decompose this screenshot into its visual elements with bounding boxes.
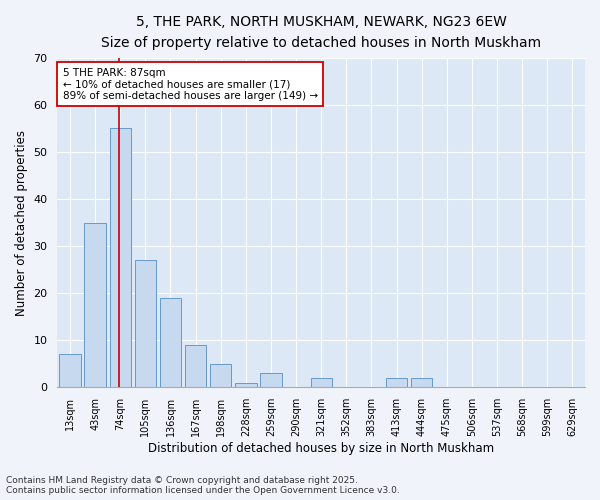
Bar (185, 345, 206, 388)
Bar (386, 378, 407, 388)
Title: 5, THE PARK, NORTH MUSKHAM, NEWARK, NG23 6EW
Size of property relative to detach: 5, THE PARK, NORTH MUSKHAM, NEWARK, NG23… (101, 15, 541, 50)
Bar (311, 378, 332, 388)
Bar (235, 382, 257, 388)
Bar (134, 260, 156, 388)
Text: 5 THE PARK: 87sqm
← 10% of detached houses are smaller (17)
89% of semi-detached: 5 THE PARK: 87sqm ← 10% of detached hous… (62, 68, 318, 101)
Y-axis label: Number of detached properties: Number of detached properties (15, 130, 28, 316)
Bar (59, 354, 80, 388)
Bar (411, 378, 433, 388)
Bar (260, 373, 281, 388)
Text: Contains HM Land Registry data © Crown copyright and database right 2025.
Contai: Contains HM Land Registry data © Crown c… (6, 476, 400, 495)
Bar (160, 298, 181, 388)
X-axis label: Distribution of detached houses by size in North Muskham: Distribution of detached houses by size … (148, 442, 494, 455)
Bar (110, 128, 131, 388)
Bar (85, 222, 106, 388)
Bar (210, 364, 232, 388)
